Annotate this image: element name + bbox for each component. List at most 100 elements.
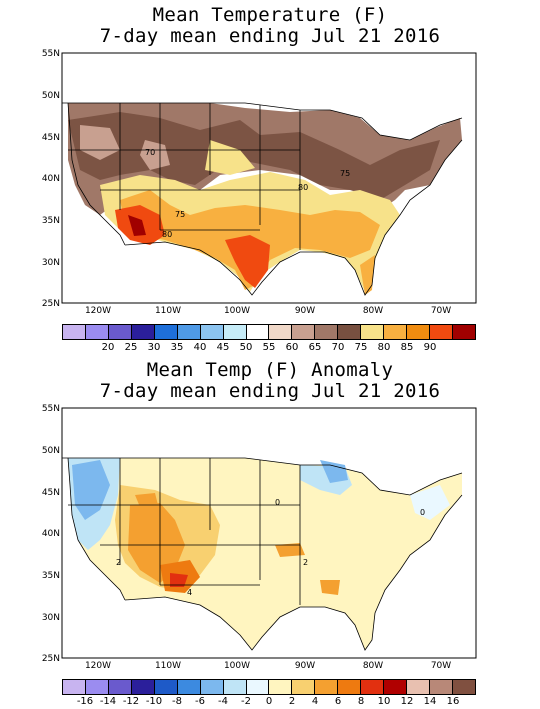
lon-label: 90W (295, 306, 315, 316)
lat-label: 50N (42, 91, 60, 101)
legend-label: -10 (145, 696, 163, 707)
legend-label: 30 (147, 342, 161, 353)
legend-label: -8 (172, 696, 182, 707)
legend-label: 6 (334, 696, 342, 707)
panel1-map: 70 75 80 75 80 55N 50N 45N 40N 35N 30N 2… (42, 49, 477, 316)
lat-label: 55N (42, 404, 60, 414)
legend-label: 0 (265, 696, 273, 707)
legend-swatch (246, 680, 270, 694)
lat-label: 55N (42, 49, 60, 59)
legend-label: 80 (377, 342, 391, 353)
contour-label: 0 (420, 508, 425, 517)
legend-swatch (246, 325, 270, 339)
lat-label: 25N (42, 654, 60, 664)
legend-label: 85 (400, 342, 414, 353)
legend-label: 2 (288, 696, 296, 707)
legend-label: -6 (195, 696, 205, 707)
legend-label: 12 (400, 696, 414, 707)
legend-swatch (63, 680, 86, 694)
legend-swatch (430, 680, 453, 694)
legend-swatch (131, 325, 155, 339)
panel1-legend-labels: 20 25 30 35 40 45 50 55 60 65 70 75 80 85 90 (62, 342, 476, 354)
panel2-lat-labels: 55N 50N 45N 40N 35N 30N 25N (42, 404, 60, 664)
lon-label: 100W (224, 306, 250, 316)
contour-label: 75 (340, 169, 350, 178)
legend-swatch (154, 325, 178, 339)
legend-swatch (85, 325, 109, 339)
lon-label: 110W (155, 306, 181, 316)
lon-label: 100W (224, 661, 250, 671)
contour-label: 0 (275, 498, 280, 507)
legend-label: 60 (285, 342, 299, 353)
legend-label: 65 (308, 342, 322, 353)
contour-label: 2 (116, 558, 121, 567)
legend-swatch (223, 325, 247, 339)
lat-label: 50N (42, 446, 60, 456)
lat-label: 40N (42, 174, 60, 184)
panel2-boundaries (62, 457, 463, 651)
legend-label: 14 (423, 696, 437, 707)
lat-label: 30N (42, 613, 60, 623)
legend-label: 50 (239, 342, 253, 353)
legend-swatch (407, 680, 430, 694)
legend-swatch (452, 680, 475, 694)
panel1-title-line2: 7-day mean ending Jul 21 2016 (99, 25, 441, 47)
legend-swatch (200, 680, 224, 694)
contour-label: 75 (175, 210, 185, 219)
legend-swatch (108, 325, 132, 339)
lon-label: 110W (155, 661, 181, 671)
legend-label: 10 (377, 696, 391, 707)
contour-label: 4 (187, 588, 192, 597)
panel2-map: 0 2 4 0 2 55N 50N 45N 40N 35N 30N 25N 12… (42, 404, 477, 671)
legend-label: 16 (446, 696, 460, 707)
panel2-color-legend (62, 679, 476, 695)
panel2-legend-labels: -16 -14 -12 -10 -8 -6 -4 -2 0 2 4 6 8 10 12 14 16 (62, 696, 476, 708)
panel1-lat-labels: 55N 50N 45N 40N 35N 30N 25N (42, 49, 60, 309)
legend-swatch (361, 325, 385, 339)
panel2-title-line2: 7-day mean ending Jul 21 2016 (99, 380, 441, 402)
legend-label: 20 (101, 342, 115, 353)
legend-swatch (338, 680, 362, 694)
lat-label: 35N (42, 571, 60, 581)
legend-label: 45 (216, 342, 230, 353)
legend-swatch (177, 680, 201, 694)
legend-swatch (154, 680, 178, 694)
contour-label: 80 (298, 183, 308, 192)
legend-swatch (315, 680, 339, 694)
lon-label: 120W (85, 661, 111, 671)
legend-swatch (452, 325, 475, 339)
panel2-lon-labels: 120W 110W 100W 90W 80W 70W (85, 661, 451, 671)
panel1-temperature-fill (68, 103, 462, 295)
legend-swatch (85, 680, 109, 694)
legend-label: -2 (241, 696, 251, 707)
legend-label: 35 (170, 342, 184, 353)
lon-label: 120W (85, 306, 111, 316)
legend-swatch (223, 680, 247, 694)
lon-label: 90W (295, 661, 315, 671)
legend-label: -16 (76, 696, 94, 707)
legend-label: 90 (423, 342, 437, 353)
legend-label: -14 (99, 696, 117, 707)
lat-label: 25N (42, 299, 60, 309)
legend-swatch (407, 325, 430, 339)
legend-swatch (338, 325, 362, 339)
lon-label: 70W (431, 306, 451, 316)
legend-label: 4 (311, 696, 319, 707)
panel1-boundaries (62, 102, 463, 296)
legend-swatch (361, 680, 385, 694)
lon-label: 80W (363, 306, 383, 316)
legend-label: -12 (122, 696, 140, 707)
panel1-contour-labels: 70 75 80 75 80 (145, 148, 350, 239)
lat-label: 30N (42, 258, 60, 268)
legend-swatch (292, 680, 316, 694)
contour-label: 70 (145, 148, 155, 157)
legend-label: 40 (193, 342, 207, 353)
legend-swatch (430, 325, 453, 339)
panel1-lon-labels: 120W 110W 100W 90W 80W 70W (85, 306, 451, 316)
legend-swatch (315, 325, 339, 339)
legend-swatch (269, 680, 293, 694)
panel1-title-line1: Mean Temperature (F) (152, 4, 388, 26)
legend-label: 75 (354, 342, 368, 353)
panel2-contour-labels: 0 2 4 0 2 (116, 498, 425, 597)
legend-label: 70 (331, 342, 345, 353)
